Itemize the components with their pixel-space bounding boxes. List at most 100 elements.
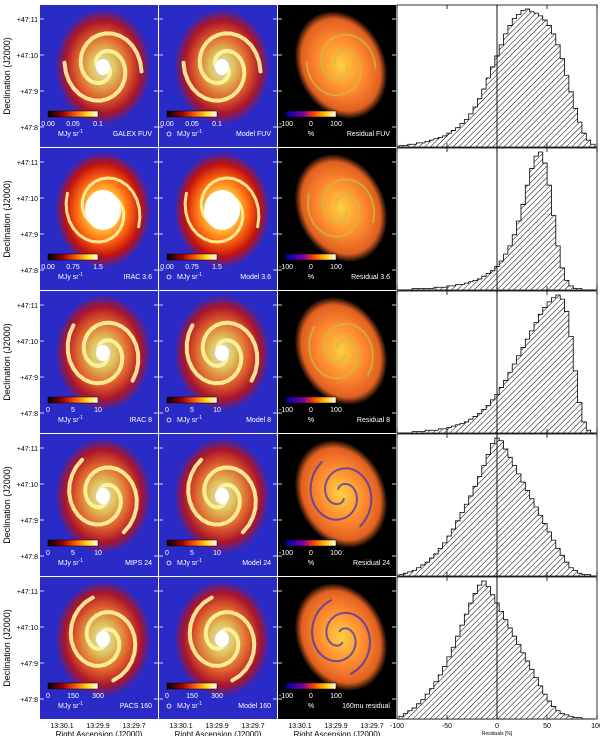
residual-histogram [396,147,598,291]
ra-tick-label: 13:29.9 [205,723,228,730]
dec-tick-label: +47:9 [20,518,38,525]
model-image-panel: 0.00 0.05 0.1 MJy sr-1 Model FUV [159,5,277,147]
x-axis-label: Right Ascension (J2000) [294,730,381,736]
colorbar-tick-label: 5 [71,407,75,414]
ra-tick-label: 13:29.7 [360,723,383,730]
colorbar [166,253,218,261]
ra-tick-label: 13:30.1 [288,723,311,730]
galaxy-core [96,59,110,75]
colorbar-tick-label: 0.75 [66,264,80,271]
colorbar-tick-label: 1.5 [212,264,222,271]
colorbar-tick-label: 0 [46,407,50,414]
dec-tick-label: +47:11 [17,446,38,453]
x-axis-label: Right Ascension (J2000) [175,730,262,736]
ra-tick-label: 13:30.1 [169,723,192,730]
figure-row: 0.00 0.05 0.1 MJy sr-1 GALEX FUV 0.00 0.05 0.1 M… [40,4,598,148]
galaxy-core [96,488,110,504]
colorbar [166,110,218,118]
spiral-arms [186,457,258,535]
colorbar-tick-label: 150 [186,693,198,700]
colorbar-tick-label: 0.00 [41,264,55,271]
colorbar-unit: MJy sr-1 [58,415,83,424]
colorbar-tick-label: 150 [67,693,79,700]
residual-label: Residual 8 [357,417,390,424]
figure-row: 0 5 10 MJy sr-1 IRAC 8 0 5 10 MJy sr-1 Model 8 -10… [40,290,598,434]
colorbar-tick-label: 0.05 [185,121,199,128]
y-axis-label: Declination (J2000) [2,180,12,258]
colorbar-tick-label: 300 [92,693,104,700]
colorbar-tick-label: 0.1 [212,121,222,128]
residual-tick-label: 0 [309,550,313,557]
residual-map [294,153,388,263]
residual-unit: % [308,417,314,424]
histogram-bars [399,151,595,291]
band-label: IRAC 8 [129,417,152,424]
colorbar-tick-label: 0.00 [160,264,174,271]
residual-arms [305,33,377,97]
dec-tick-label: +47:11 [17,160,38,167]
spiral-arms [187,595,257,683]
galaxy-core [215,59,229,75]
model-label: Model 24 [242,560,271,567]
figure-row: 0 150 300 MJy sr-1 PACS 160 0 150 300 MJy sr-1 Mo… [40,576,598,720]
hist-tick-label: -50 [442,723,452,730]
model-image-panel: 0 5 10 MJy sr-1 Model 8 [159,291,277,433]
dec-tick-label: +47:11 [17,303,38,310]
residual-tick-label: -100 [279,550,293,557]
colorbar-tick-label: 0.05 [66,121,80,128]
observed-image-panel: 0 5 10 MJy sr-1 IRAC 8 [40,291,158,433]
residual-tick-label: 100 [330,550,342,557]
residual-tick-label: 0 [309,264,313,271]
colorbar-tick-label: 5 [190,407,194,414]
y-axis-label: Declination (J2000) [2,609,12,687]
dec-tick-label: +47:9 [20,89,38,96]
colorbar-unit: MJy sr-1 [177,129,202,138]
colorbar-unit: MJy sr-1 [177,701,202,710]
spiral-arms [68,595,138,683]
spiral-arms [184,320,260,386]
colorbar-unit: MJy sr-1 [58,272,83,281]
model-label: Model 3.6 [240,274,271,281]
residual-colorbar [285,682,337,690]
dec-tick-label: +47:10 [16,625,38,632]
beam-marker [166,560,172,566]
colorbar-unit: MJy sr-1 [58,129,83,138]
ra-tick-label: 13:30.1 [50,723,73,730]
ra-tick-label: 13:29.9 [324,723,347,730]
band-label: IRAC 3.6 [124,274,153,281]
residual-label: 160mu residual [342,703,390,710]
colorbar-tick-label: 0.00 [41,121,55,128]
dec-tick-label: +47:9 [20,661,38,668]
beam-marker [166,417,172,423]
residual-image-panel: -100 0 100% Residual 8 [278,291,396,433]
residual-histogram [396,4,598,148]
residual-colorbar [285,110,337,118]
colorbar-unit: MJy sr-1 [58,558,83,567]
residual-arms [310,598,372,676]
residual-tick-label: 100 [330,693,342,700]
galaxy-core [215,345,229,361]
observed-image-panel: 0.00 0.75 1.5 MJy sr-1 IRAC 3.6 [40,148,158,290]
histogram-bars [399,294,595,434]
hist-tick-label: 100 [591,723,600,730]
spiral-arms [67,457,139,535]
model-image-panel: 0 5 10 MJy sr-1 Model 24 [159,434,277,576]
residual-label: Residual 24 [353,560,390,567]
residual-tick-label: 0 [309,407,313,414]
observed-image-panel: 0.00 0.05 0.1 MJy sr-1 GALEX FUV [40,5,158,147]
spiral-arms [65,320,141,386]
residual-arms [308,322,374,380]
colorbar-unit: MJy sr-1 [177,415,202,424]
band-label: MIPS 24 [125,560,152,567]
residual-tick-label: -100 [279,264,293,271]
residual-map [294,296,388,406]
figure-row: 0.00 0.75 1.5 MJy sr-1 IRAC 3.6 0.00 0.75 1.5 MJ… [40,147,598,291]
ra-tick-label: 13:29.7 [241,723,264,730]
colorbar-tick-label: 0.75 [185,264,199,271]
colorbar-tick-label: 10 [213,407,221,414]
galaxy-core [215,488,229,504]
residual-tick-label: -100 [279,407,293,414]
residual-unit: % [308,131,314,138]
